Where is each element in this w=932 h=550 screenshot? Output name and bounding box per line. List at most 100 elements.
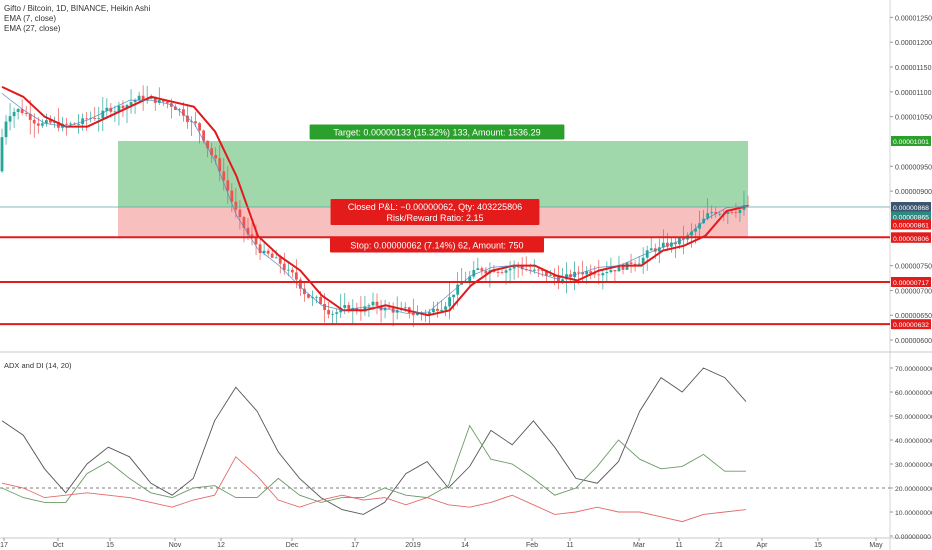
time-tick-label: Oct [53, 542, 64, 549]
price-level-tag: 0.00000868 [891, 202, 931, 213]
price-level-tag: 0.00000632 [891, 319, 931, 330]
candle-body [383, 307, 387, 311]
candle-body [129, 102, 133, 105]
candle-body [137, 95, 141, 101]
candle-body [105, 107, 109, 111]
candle-body [101, 110, 105, 119]
candle-body [303, 288, 306, 295]
price-level-bg [891, 219, 931, 230]
adx-tick-label: 10.00000000 [895, 510, 932, 517]
adx-tick-label: 40.00000000 [895, 438, 932, 445]
price-tick-label: 0.00000650 [895, 313, 932, 320]
price-axis: 0.00001250 0.00001200 0.00001150 0.00001100… [890, 15, 932, 345]
candle-body [734, 212, 738, 214]
candle-body [436, 308, 439, 311]
candle-body [161, 99, 165, 102]
candle-body [375, 301, 379, 306]
price-level-label: 0.00000632 [893, 322, 929, 329]
candle-body [553, 274, 556, 277]
stop-label: Stop: 0.00000062 (7.14%) 62, Amount: 750 [330, 237, 544, 253]
candle-body [520, 266, 524, 270]
candle-body [694, 228, 697, 232]
candle-body [665, 242, 669, 247]
ema-7-line [1, 93, 749, 314]
time-tick-label: May [869, 542, 883, 549]
candle-body [444, 306, 447, 310]
time-tick-label: 11 [566, 542, 573, 549]
candle-body [294, 272, 298, 280]
target-label-text: Target: 0.00000133 (15.32%) 133, Amount:… [333, 128, 540, 138]
time-tick-label: 12 [217, 542, 225, 549]
candle-body [605, 272, 609, 274]
price-level-tag: 0.00000717 [891, 276, 931, 287]
candle-body [633, 263, 637, 265]
candle-body [726, 212, 730, 214]
candle-body [500, 272, 504, 274]
candle-body [234, 201, 238, 210]
target-label-bg [309, 124, 565, 140]
candle-body [57, 121, 60, 128]
price-tick-label: 0.00001150 [895, 65, 932, 72]
candle-body [286, 269, 290, 271]
price-level-label: 0.00001001 [893, 139, 929, 146]
candle-body [77, 124, 81, 125]
candle-body [363, 306, 367, 312]
candle-body [12, 111, 16, 117]
adx-series-di [1, 424, 746, 503]
candle-body [278, 257, 282, 264]
candle-body [746, 205, 750, 206]
candle-body [448, 297, 451, 307]
candle-body [581, 272, 585, 275]
candle-body [186, 115, 189, 123]
candle-body [113, 111, 117, 113]
candle-body [690, 231, 693, 236]
candle-body [254, 237, 258, 245]
price-tick-label: 0.00000600 [895, 338, 932, 345]
candle-body [347, 305, 351, 311]
pnl-label-bg [330, 199, 540, 225]
time-tick-label: Feb [526, 542, 538, 549]
candle-body [698, 223, 702, 229]
adx-tick-label: 60.00000000 [895, 390, 932, 397]
price-tick-label: 0.00001250 [895, 15, 932, 22]
time-tick-label: 21 [715, 542, 723, 549]
stop-label-text: Stop: 0.00000062 (7.14%) 62, Amount: 750 [350, 241, 523, 251]
adx-tick-label: 50.00000000 [895, 414, 932, 421]
candle-body [657, 247, 661, 252]
candle-body [182, 109, 185, 116]
candle-body [173, 106, 177, 110]
candle-body [536, 269, 540, 271]
candle-body [157, 99, 161, 103]
pnl-label-text: Risk/Reward Ratio: 2.15 [386, 213, 483, 223]
candle-body [589, 271, 593, 274]
price-level-label: 0.00000868 [893, 205, 929, 212]
adx-series-di [1, 456, 747, 523]
candle-body [36, 123, 40, 126]
price-level-tag: 0.00000865 [891, 211, 931, 222]
candle-body [387, 307, 391, 309]
candle-body [53, 121, 56, 123]
horizontal-levels [0, 206, 890, 326]
candle-body [669, 242, 673, 247]
time-tick-label: 15 [106, 542, 114, 549]
legend-ema-slow: EMA (27, close) [4, 24, 61, 33]
trade-labels: Target: 0.00000133 (15.32%) 133, Amount:… [309, 124, 565, 253]
candle-body [504, 270, 508, 273]
candle-body [258, 244, 262, 253]
chart-legend: Gifto / Bitcoin, 1D, BINANCE, Heikin Ash… [4, 4, 150, 34]
time-tick-label: 11 [675, 542, 682, 549]
pnl-label: Closed P&L: −0.00000062, Qty: 403225806R… [330, 199, 540, 225]
time-tick-label: 17 [351, 542, 359, 549]
candle-body [335, 312, 339, 314]
candle-body [484, 270, 488, 274]
candle-body [718, 213, 722, 215]
price-tick-label: 0.00001200 [895, 40, 932, 47]
candle-body [141, 95, 145, 101]
candle-body [198, 123, 201, 131]
candle-body [428, 312, 431, 315]
candle-body [32, 119, 36, 124]
candle-body [371, 301, 375, 306]
candle-body [69, 123, 72, 125]
price-level-tag: 0.00000861 [891, 219, 931, 230]
